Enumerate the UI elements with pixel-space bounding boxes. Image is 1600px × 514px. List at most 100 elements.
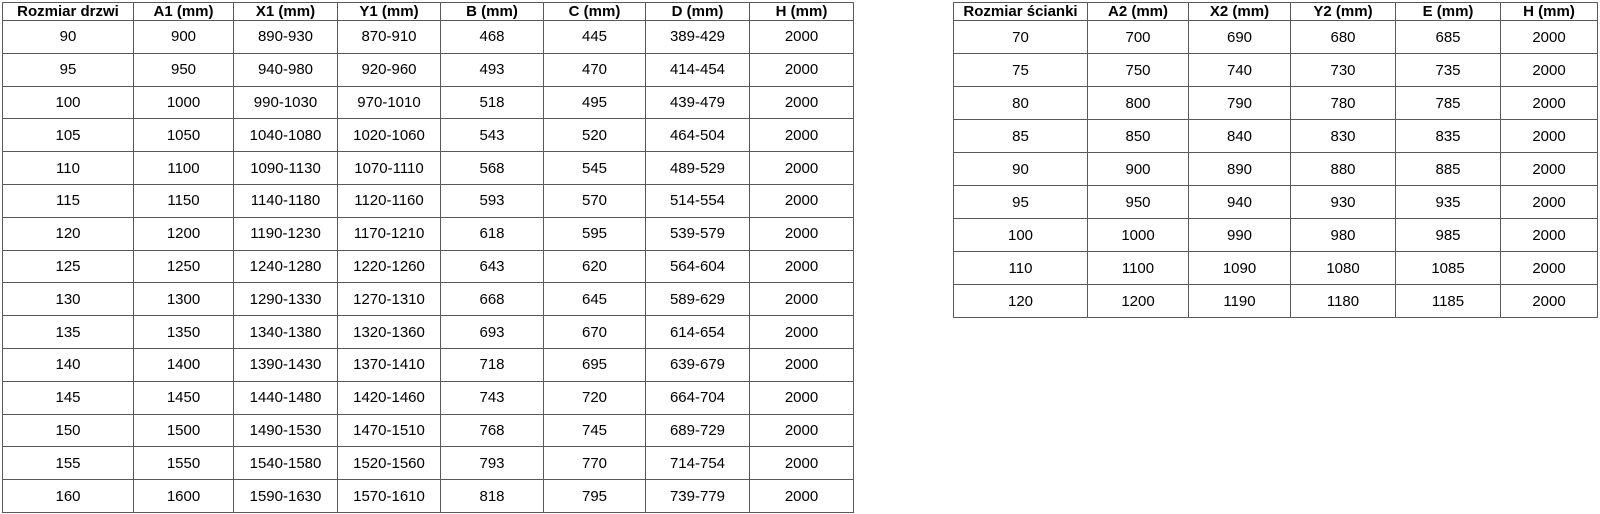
table-cell: 414-454 (645, 52, 750, 87)
table-row: 75 750 740 730 735 2000 (953, 53, 1598, 87)
table-row: 100 1000 990-1030 970-1010 518 495 439-479 2000 (2, 85, 854, 120)
table-row: 105 1050 1040-1080 1020-1060 543 520 464-504 20… (2, 118, 854, 153)
column-header: B (mm) (440, 2, 544, 21)
table-cell: 785 (1395, 86, 1501, 120)
column-header: Rozmiar ścianki (953, 2, 1088, 21)
table-cell: 835 (1395, 119, 1501, 153)
column-header: H (mm) (749, 2, 854, 21)
table-cell: 2000 (1500, 251, 1598, 285)
column-header: C (mm) (543, 2, 646, 21)
table-cell: 2000 (749, 151, 854, 185)
table-cell: 970-1010 (337, 85, 441, 120)
table-cell: 470 (543, 52, 646, 87)
column-header: Y1 (mm) (337, 2, 441, 21)
table-cell: 1100 (133, 151, 234, 185)
table-cell: 1550 (133, 446, 234, 481)
table-cell: 70 (953, 20, 1088, 54)
table-cell: 2000 (749, 52, 854, 87)
table-cell: 1140-1180 (233, 183, 338, 218)
table-row: 95 950 940 930 935 2000 (953, 185, 1598, 219)
table-row: 155 1550 1540-1580 1520-1560 793 770 714-754 20… (2, 446, 854, 481)
table-row: 100 1000 990 980 985 2000 (953, 218, 1598, 252)
table-cell: 1290-1330 (233, 282, 338, 317)
table-row: 70 700 690 680 685 2000 (953, 20, 1598, 54)
table-cell: 2000 (1500, 185, 1598, 219)
header-row: Rozmiar drzwi A1 (mm) X1 (mm) Y1 (mm) B (mm)… (2, 2, 854, 21)
table-cell: 1185 (1395, 284, 1501, 318)
table-cell: 1080 (1290, 251, 1396, 285)
table-cell: 1100 (1087, 251, 1189, 285)
table-cell: 718 (440, 347, 544, 382)
table-cell: 2000 (749, 413, 854, 448)
table-cell: 800 (1087, 86, 1189, 120)
table-cell: 780 (1290, 86, 1396, 120)
table-cell: 1540-1580 (233, 446, 338, 481)
table-cell: 90 (2, 20, 134, 54)
table-row: 90 900 890-930 870-910 468 445 389-429 2000 (2, 20, 854, 54)
table-row: 110 1100 1090-1130 1070-1110 568 545 489-529 20… (2, 151, 854, 185)
table-cell: 1270-1310 (337, 282, 441, 317)
table-cell: 950 (1087, 185, 1189, 219)
column-header: X1 (mm) (233, 2, 338, 21)
table-row: 130 1300 1290-1330 1270-1310 668 645 589-629 20… (2, 282, 854, 317)
table-cell: 1085 (1395, 251, 1501, 285)
table-cell: 1420-1460 (337, 380, 441, 415)
table-cell: 714-754 (645, 446, 750, 481)
table-cell: 2000 (1500, 20, 1598, 54)
table-cell: 2000 (749, 183, 854, 218)
table-cell: 100 (953, 218, 1088, 252)
table-cell: 105 (2, 118, 134, 153)
table-cell: 985 (1395, 218, 1501, 252)
table-cell: 880 (1290, 152, 1396, 186)
table-cell: 1020-1060 (337, 118, 441, 153)
table-cell: 100 (2, 85, 134, 120)
table-cell: 2000 (749, 85, 854, 120)
table-cell: 885 (1395, 152, 1501, 186)
table-cell: 1450 (133, 380, 234, 415)
table-cell: 1000 (1087, 218, 1189, 252)
table-cell: 870-910 (337, 20, 441, 54)
table-cell: 850 (1087, 119, 1189, 153)
table-cell: 795 (543, 479, 646, 513)
table-cell: 2000 (749, 479, 854, 513)
table-cell: 1180 (1290, 284, 1396, 318)
table-cell: 1200 (133, 216, 234, 251)
table-cell: 1220-1260 (337, 249, 441, 284)
table-row: 85 850 840 830 835 2000 (953, 119, 1598, 153)
table-cell: 125 (2, 249, 134, 284)
table-cell: 740 (1188, 53, 1291, 87)
table-cell: 568 (440, 151, 544, 185)
table-cell: 739-779 (645, 479, 750, 513)
table-cell: 768 (440, 413, 544, 448)
table-cell: 1300 (133, 282, 234, 317)
table-cell: 818 (440, 479, 544, 513)
table-cell: 145 (2, 380, 134, 415)
table-cell: 840 (1188, 119, 1291, 153)
table-cell: 110 (2, 151, 134, 185)
table-cell: 940 (1188, 185, 1291, 219)
table-row: 140 1400 1390-1430 1370-1410 718 695 639-679 20… (2, 347, 854, 382)
table-cell: 890 (1188, 152, 1291, 186)
table-cell: 495 (543, 85, 646, 120)
table-cell: 2000 (1500, 218, 1598, 252)
table-cell: 95 (953, 185, 1088, 219)
table-cell: 1400 (133, 347, 234, 382)
table-cell: 2000 (1500, 86, 1598, 120)
table-cell: 1390-1430 (233, 347, 338, 382)
table-cell: 520 (543, 118, 646, 153)
table-cell: 1200 (1087, 284, 1189, 318)
table-cell: 120 (953, 284, 1088, 318)
table-cell: 1370-1410 (337, 347, 441, 382)
table-cell: 518 (440, 85, 544, 120)
table-cell: 743 (440, 380, 544, 415)
table-cell: 389-429 (645, 20, 750, 54)
table-cell: 793 (440, 446, 544, 481)
table-cell: 1090 (1188, 251, 1291, 285)
table-cell: 620 (543, 249, 646, 284)
table-cell: 489-529 (645, 151, 750, 185)
table-cell: 2000 (1500, 119, 1598, 153)
table-cell: 95 (2, 52, 134, 87)
table-cell: 564-604 (645, 249, 750, 284)
column-header: A1 (mm) (133, 2, 234, 21)
header-row: Rozmiar ścianki A2 (mm) X2 (mm) Y2 (mm) E (m… (953, 2, 1598, 21)
